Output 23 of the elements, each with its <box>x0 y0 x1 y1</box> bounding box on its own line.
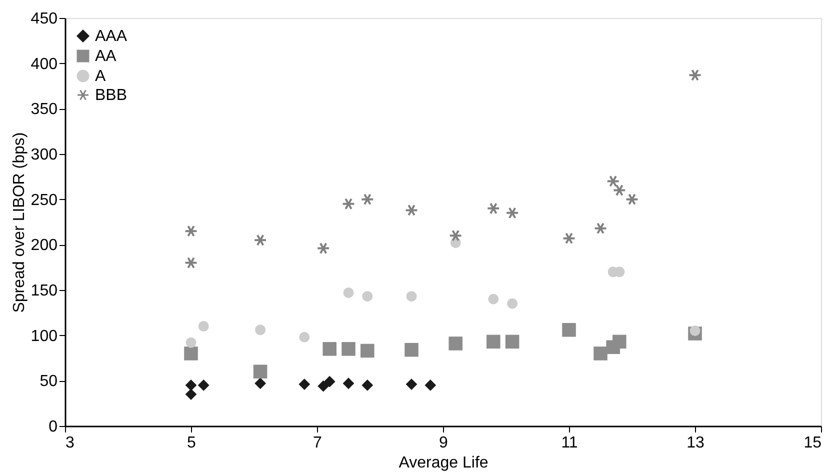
legend-label: A <box>95 68 106 85</box>
x-tick-label: 3 <box>66 434 74 452</box>
legend-label: AA <box>95 48 117 65</box>
y-tick-label: 50 <box>40 373 58 390</box>
x-tick-label: 9 <box>439 434 448 452</box>
y-tick-label: 450 <box>30 10 58 28</box>
y-axis-title: Spread over LIBOR (bps) <box>10 132 28 313</box>
x-tick-label: 7 <box>313 434 322 452</box>
x-tick-label: 13 <box>686 434 704 452</box>
y-tick-label: 0 <box>48 418 58 436</box>
y-tick-label: 400 <box>30 56 58 73</box>
legend-label: AAA <box>95 28 128 45</box>
y-tick-label: 200 <box>30 237 58 254</box>
x-axis-title: Average Life <box>398 454 488 472</box>
y-tick-label: 300 <box>30 146 58 164</box>
y-tick-label: 100 <box>30 328 58 345</box>
x-tick-label: 5 <box>187 434 196 452</box>
y-tick-label: 350 <box>30 101 58 118</box>
x-tick-label: 11 <box>561 434 578 452</box>
y-tick-label: 150 <box>30 282 58 300</box>
x-tick-label: 15 <box>804 434 822 452</box>
y-tick-label: 250 <box>30 192 58 209</box>
legend-label: BBB <box>95 87 128 104</box>
